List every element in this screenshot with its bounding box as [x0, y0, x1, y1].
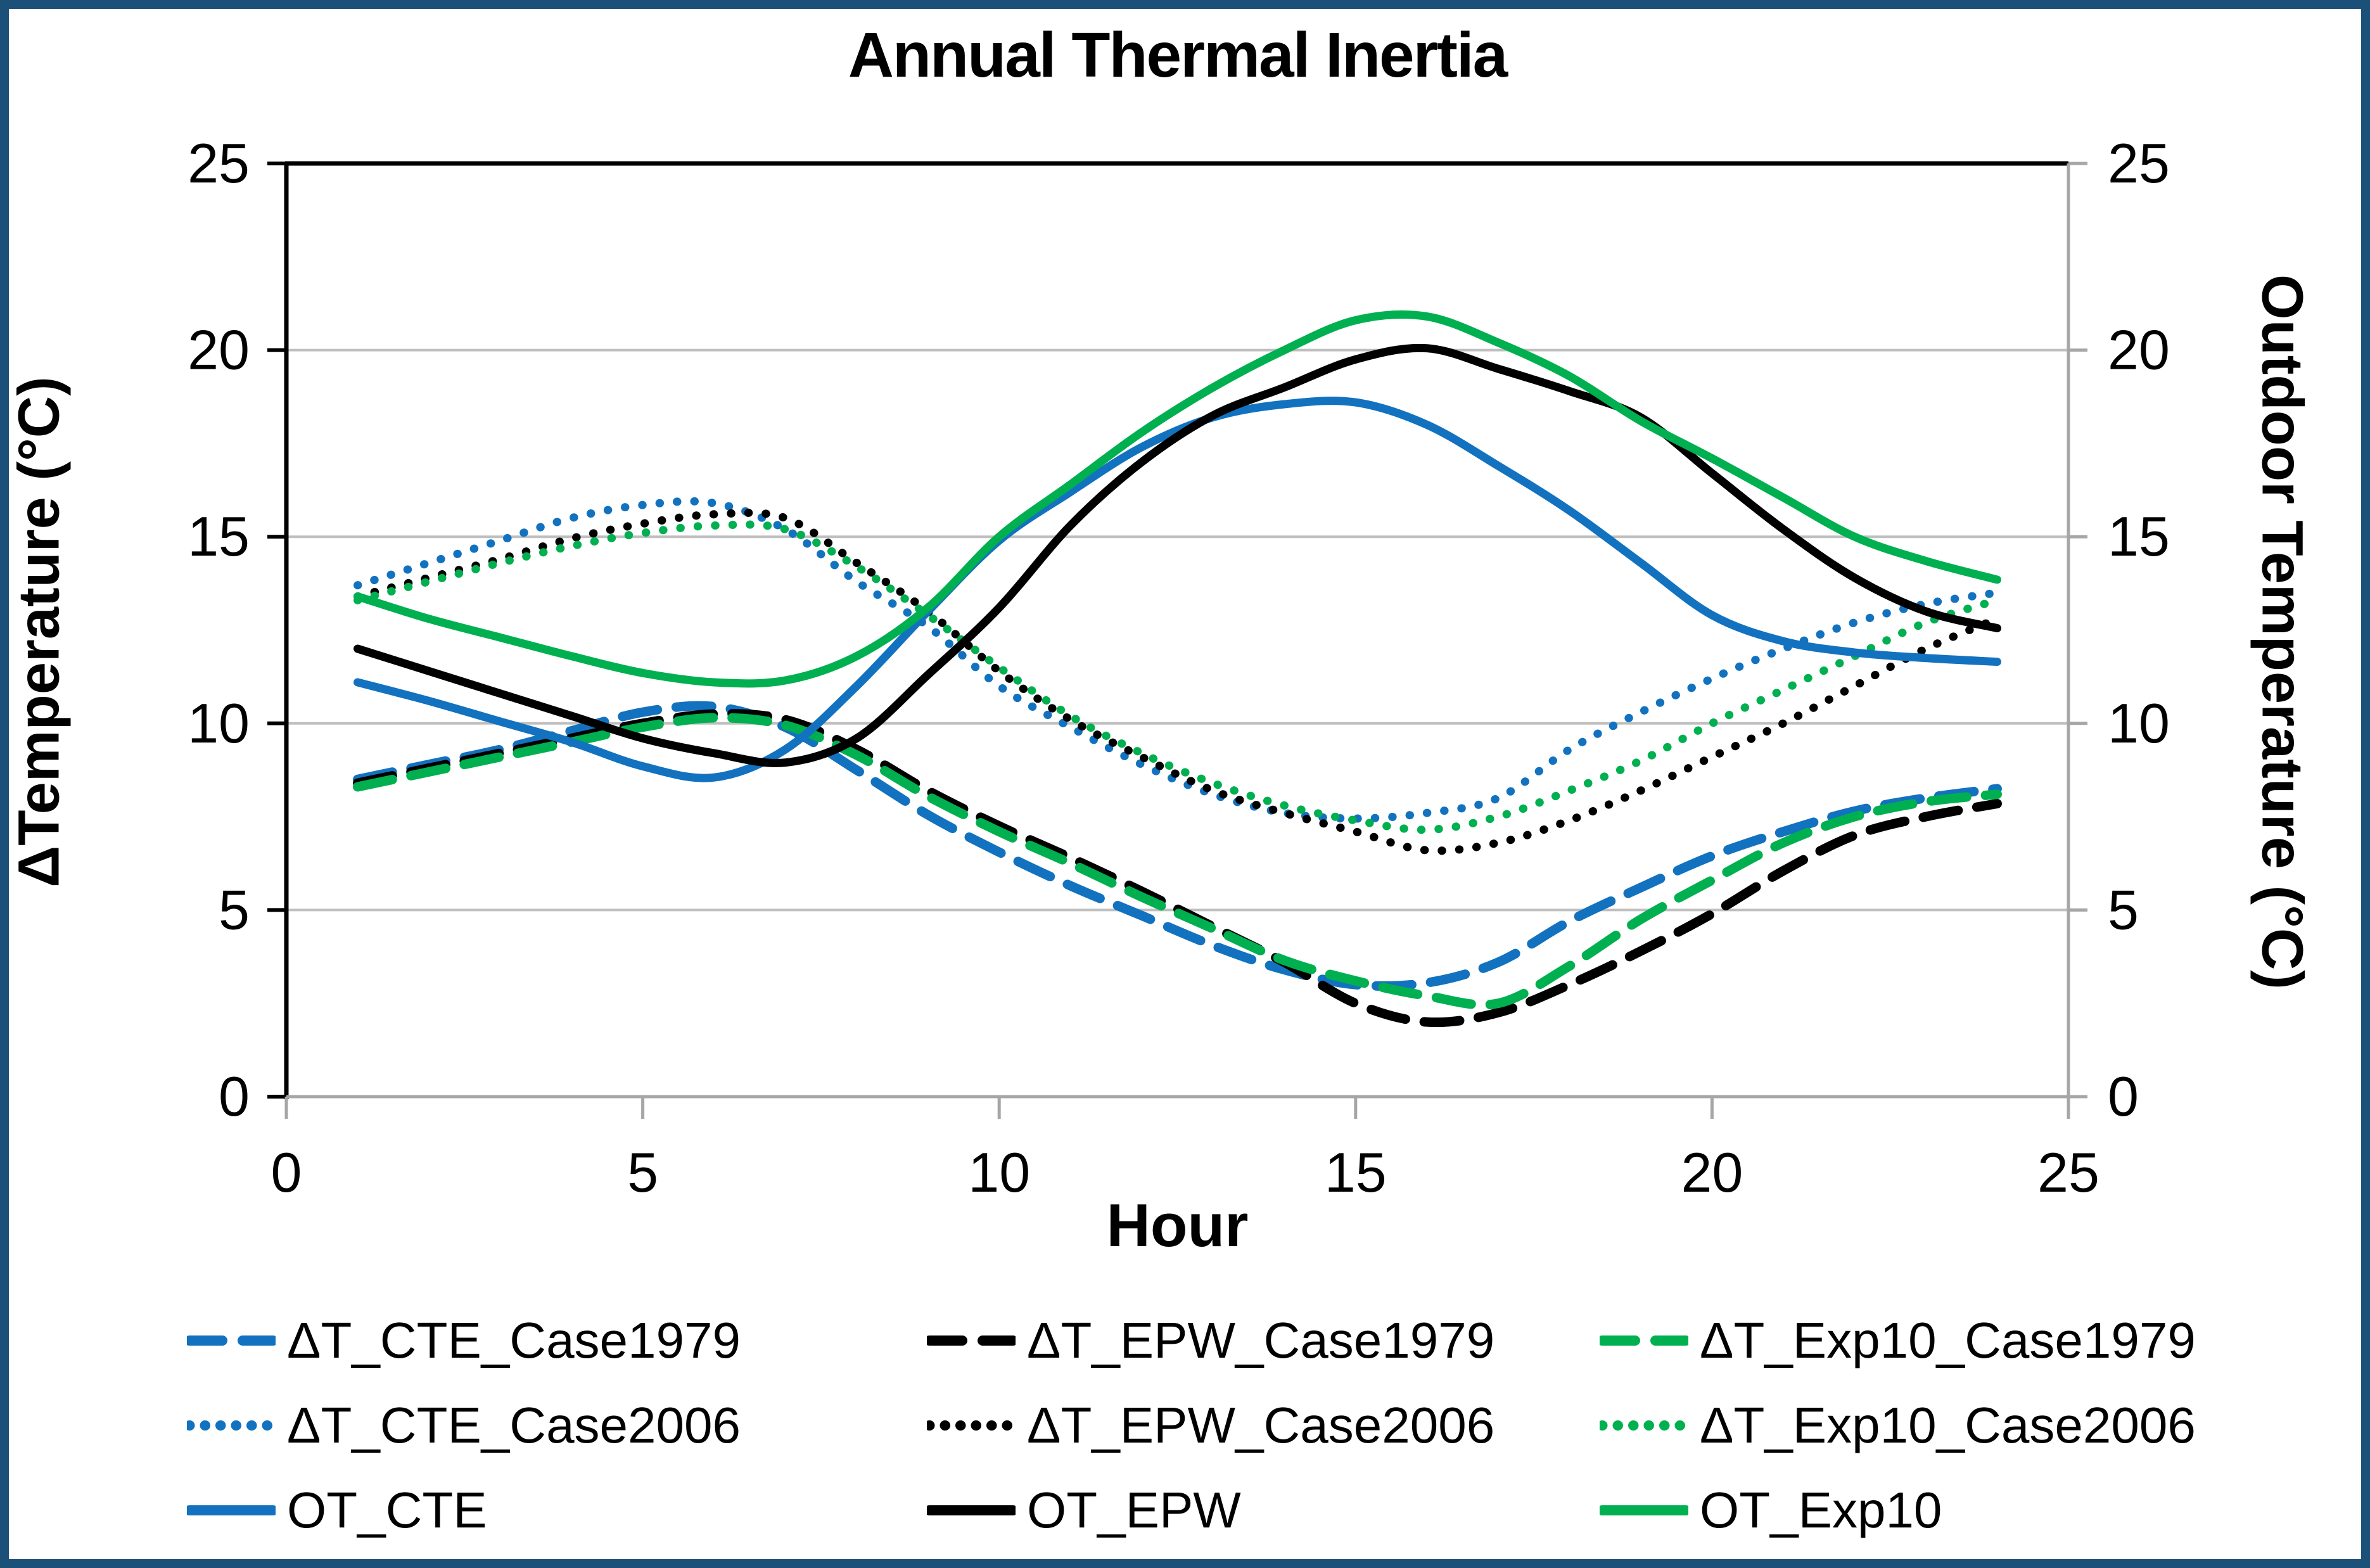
- series-line-OT_CTE: [354, 397, 2001, 782]
- series-line-ΔT_Exp10_Case1979: [353, 713, 2002, 1010]
- series-line-ΔT_CTE_Case1979: [353, 701, 2002, 991]
- y-tick-label-left-10: 10: [188, 692, 250, 755]
- series-line-OT_EPW: [354, 343, 2001, 767]
- y-tick-label-right-20: 20: [2108, 319, 2170, 381]
- y-tick-label-right-5: 5: [2108, 878, 2139, 941]
- y-axis-label-left: ΔTemperature (°C): [6, 376, 72, 888]
- y-tick-label-right-0: 0: [2108, 1065, 2139, 1128]
- y-tick-label-left-5: 5: [219, 878, 250, 941]
- x-axis-label: Hour: [1106, 1192, 1249, 1259]
- x-tick-label-15: 15: [1325, 1141, 1387, 1204]
- x-tick-label-0: 0: [271, 1141, 302, 1204]
- y-tick-label-right-25: 25: [2108, 132, 2170, 194]
- x-tick-label-5: 5: [627, 1141, 658, 1204]
- x-tick-label-25: 25: [2037, 1141, 2099, 1204]
- y-tick-label-left-25: 25: [188, 132, 250, 194]
- y-tick-label-left-0: 0: [219, 1065, 250, 1128]
- y-tick-label-right-15: 15: [2108, 505, 2170, 568]
- y-axis-label-right: Outdoor Temperature (°C): [2250, 274, 2315, 990]
- series-line-ΔT_EPW_Case1979: [353, 709, 2002, 1028]
- series-line-OT_Exp10: [354, 310, 2001, 688]
- y-tick-label-left-15: 15: [188, 505, 250, 568]
- y-tick-label-left-20: 20: [188, 319, 250, 381]
- y-tick-label-right-10: 10: [2108, 692, 2170, 755]
- x-tick-label-20: 20: [1681, 1141, 1743, 1204]
- series-line-ΔT_CTE_Case2006: [354, 497, 2001, 823]
- series-line-ΔT_EPW_Case2006: [354, 508, 2001, 855]
- series-line-ΔT_Exp10_Case2006: [354, 520, 2001, 834]
- x-tick-label-10: 10: [968, 1141, 1030, 1204]
- chart-title: Annual Thermal Inertia: [848, 20, 1508, 91]
